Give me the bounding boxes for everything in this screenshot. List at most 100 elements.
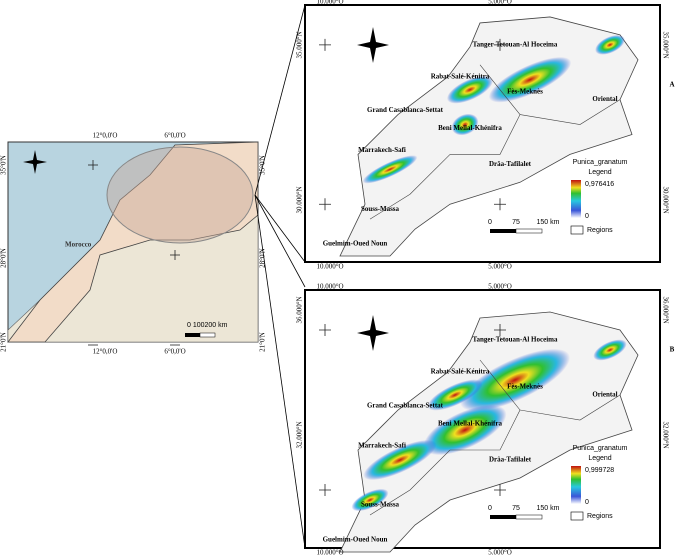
lat-label: 35.000°N <box>296 31 304 58</box>
region-label: Oriental <box>592 391 617 399</box>
suitability-area <box>351 488 389 512</box>
region-border <box>369 154 451 220</box>
region-label: Guelmim-Oued Noun <box>323 536 388 544</box>
suitability-area <box>363 439 437 481</box>
north-arrow <box>357 315 389 351</box>
scale-label: 150 km <box>537 505 560 512</box>
suitability-area <box>459 348 571 412</box>
region-label: Marrakech-Safi <box>358 442 406 450</box>
panel-label: B <box>670 346 675 354</box>
region-label: Souss-Massa <box>361 501 400 509</box>
scale-bar <box>515 514 543 520</box>
lat-label: 21°0'N <box>0 332 8 352</box>
lon-label: 10.000°O <box>316 549 343 557</box>
legend-colorbar <box>571 466 581 504</box>
suitability-area <box>427 379 483 411</box>
legend-regions: Regions <box>587 227 613 234</box>
grid-cross <box>494 38 506 51</box>
scale-bar <box>515 228 543 234</box>
scale-label: 150 km <box>537 219 560 226</box>
legend-colorbar <box>571 180 581 218</box>
lat-label: 36.000°N <box>661 296 669 323</box>
lat-label: 30.000°N <box>296 186 304 213</box>
region-label: Drâa-Tafilalet <box>489 160 532 168</box>
grid-cross <box>319 324 331 336</box>
scale-label: 0 100200 km <box>187 322 228 329</box>
panel-label: A <box>669 81 674 89</box>
scale-label: 0 <box>488 219 492 226</box>
grid-cross <box>319 198 331 211</box>
suitability-area <box>488 56 572 103</box>
lat-label: 35.000°N <box>661 31 669 58</box>
lon-label: 5.000°O <box>488 283 512 291</box>
grid-cross <box>494 324 506 336</box>
lon-label: 12°0,0'O <box>93 348 118 356</box>
scale-label: 0 <box>488 505 492 512</box>
legend-title: Punica_granatum <box>573 159 628 166</box>
region-label: Rabat-Salé-Kénitra <box>431 72 490 80</box>
region-label: Fès-Meknès <box>507 383 543 391</box>
lat-label: 36.000°N <box>296 296 304 323</box>
lon-label: 5.000°O <box>488 263 512 271</box>
legend-region-swatch <box>570 511 584 521</box>
lon-label: 10.000°O <box>316 263 343 271</box>
region-label: Marrakech-Safi <box>358 146 406 154</box>
region-label: Grand Casablanca-Settat <box>367 106 444 114</box>
map-panel: Tanger-Tetouan-Al Hoceima Rabat-Salé-Kéni… <box>296 0 670 271</box>
legend-regions: Regions <box>587 513 613 520</box>
lat-label: 32.000°N <box>296 421 304 448</box>
lat-label: 28°0'N <box>259 248 267 268</box>
suitability-area <box>362 155 418 184</box>
region-border <box>450 64 521 155</box>
region-label: Grand Casablanca-Settat <box>367 402 444 410</box>
country-label: Morocco <box>65 241 92 249</box>
country-shape <box>339 16 639 257</box>
legend-max: 0,976416 <box>585 181 614 188</box>
grid-cross <box>319 484 331 496</box>
lon-label: 5.000°O <box>488 549 512 557</box>
region-label: Guelmim-Oued Noun <box>323 240 388 248</box>
suitability-area <box>446 75 494 104</box>
lon-label: 10.000°O <box>316 0 343 6</box>
scale-label: 75 <box>512 219 520 226</box>
lat-label: 35°0'N <box>0 155 8 175</box>
lat-label: 21°0'N <box>259 332 267 352</box>
region-label: Oriental <box>592 95 617 103</box>
region-label: Beni Mellal-Khénifra <box>438 420 502 428</box>
lon-label: 6°0,0'O <box>164 348 185 356</box>
scale-label: 75 <box>512 505 520 512</box>
legend-title: Legend <box>588 169 611 176</box>
legend-title: Legend <box>588 455 611 462</box>
lat-label: 28°0'N <box>0 248 8 268</box>
lon-label: 5.000°O <box>488 0 512 6</box>
map-body: Tanger-Tetouan-Al Hoceima Rabat-Salé-Kéni… <box>323 16 639 257</box>
lat-label: 30.000°N <box>661 186 669 213</box>
region-label: Fès-Meknès <box>507 87 543 95</box>
grid-cross <box>494 484 506 496</box>
map-panel: Tanger-Tetouan-Al Hoceima Rabat-Salé-Kéni… <box>296 283 670 557</box>
region-label: Beni Mellal-Khénifra <box>438 124 502 132</box>
suitability-area <box>423 404 507 456</box>
region-label: Tanger-Tetouan-Al Hoceima <box>473 336 558 344</box>
lon-label: 10.000°O <box>316 283 343 291</box>
legend-max: 0,999728 <box>585 467 614 474</box>
lat-label: 32.000°N <box>661 421 669 448</box>
legend-min: 0 <box>585 213 589 220</box>
lon-label: 6°0,0'O <box>164 132 185 140</box>
suitability-area <box>595 34 625 55</box>
grid-cross <box>494 198 506 211</box>
legend-region-swatch <box>570 225 584 235</box>
suitability-area <box>451 113 479 136</box>
legend-title: Punica_granatum <box>573 445 628 452</box>
grid-cross <box>319 38 331 51</box>
legend-min: 0 <box>585 499 589 506</box>
connector-lines <box>254 4 306 549</box>
suitability-area <box>593 339 627 361</box>
region-border <box>519 394 621 421</box>
region-border <box>519 99 621 125</box>
region-border <box>450 359 521 451</box>
region-label: Rabat-Salé-Kénitra <box>431 368 490 376</box>
overview-map: 12°0,0'O12°0,0'O6°0,0'O6°0,0'O35°0'N35°0… <box>0 132 267 356</box>
region-label: Drâa-Tafilalet <box>489 456 532 464</box>
